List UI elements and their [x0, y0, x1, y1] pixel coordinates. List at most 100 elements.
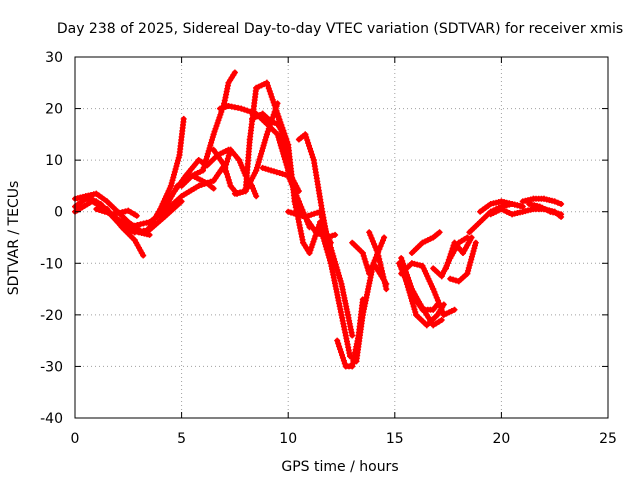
plus-marker [317, 208, 324, 215]
plus-marker [259, 148, 265, 154]
x-tick-label: 20 [492, 431, 510, 447]
plus-marker [224, 171, 230, 178]
series-track-38 [526, 201, 565, 218]
plus-marker [447, 251, 454, 258]
plus-marker [258, 150, 265, 157]
plus-marker [472, 239, 479, 246]
plus-marker [336, 343, 343, 350]
plus-marker [213, 122, 220, 129]
plus-marker [381, 234, 388, 241]
plus-marker [207, 142, 214, 149]
plus-marker [262, 165, 269, 172]
plus-marker [172, 166, 179, 173]
plus-marker [410, 303, 417, 310]
plus-marker [340, 357, 347, 364]
x-tick-label: 15 [386, 431, 404, 447]
plus-marker [201, 161, 208, 168]
plus-marker [307, 148, 314, 155]
plus-marker [319, 232, 326, 239]
plus-marker [328, 247, 335, 254]
plus-marker [171, 171, 177, 178]
plus-marker [275, 113, 282, 120]
series-track-31 [447, 239, 479, 285]
plus-marker [195, 182, 202, 189]
plus-marker [362, 258, 369, 265]
plus-marker [305, 212, 312, 219]
plus-marker [271, 102, 278, 109]
plus-marker [133, 212, 140, 219]
plus-marker [322, 240, 329, 247]
plus-marker [204, 150, 211, 157]
plus-marker [304, 137, 311, 144]
y-tick-label: -10 [40, 256, 63, 272]
plus-marker [431, 288, 438, 295]
series-track-22 [334, 296, 366, 370]
series-track-36 [519, 195, 565, 207]
plus-marker [204, 153, 210, 160]
plus-marker [469, 250, 476, 257]
plus-marker [270, 99, 277, 106]
plus-marker [337, 278, 344, 285]
plus-marker [215, 117, 222, 124]
plus-marker [305, 140, 312, 146]
plus-marker [253, 167, 260, 174]
plus-marker [337, 346, 344, 353]
plus-marker [405, 282, 412, 289]
plus-marker [281, 130, 288, 137]
plus-marker [306, 250, 313, 256]
plus-marker [320, 219, 327, 226]
plus-marker [262, 136, 269, 143]
plus-marker [443, 262, 450, 269]
plus-marker [200, 164, 207, 171]
plus-marker [277, 119, 284, 126]
plus-marker [205, 148, 212, 154]
plus-marker [326, 254, 333, 261]
plus-marker [265, 166, 272, 173]
plus-marker [282, 133, 289, 140]
series-track-16 [259, 164, 313, 231]
plus-marker [269, 96, 276, 103]
plus-marker [307, 247, 314, 254]
y-tick-label: -30 [40, 359, 63, 375]
plus-marker [276, 116, 283, 123]
y-tick-label: 0 [54, 205, 63, 221]
plus-marker [436, 229, 443, 236]
plus-marker [361, 255, 368, 262]
plus-marker [208, 139, 215, 146]
plus-marker [306, 142, 312, 149]
plus-marker [558, 201, 565, 207]
plus-marker [373, 247, 380, 253]
plus-marker [446, 254, 453, 260]
plus-marker [399, 268, 406, 275]
plus-marker [470, 248, 477, 255]
plus-marker [210, 131, 217, 138]
plus-marker [324, 249, 331, 256]
plus-marker [264, 128, 271, 135]
plus-marker [302, 131, 309, 138]
plus-marker [276, 170, 283, 176]
plus-marker [438, 317, 445, 323]
plus-marker [119, 209, 126, 216]
plus-marker [267, 91, 274, 97]
plus-marker [259, 164, 266, 171]
plus-marker [278, 122, 285, 128]
plus-marker [282, 171, 289, 178]
plus-marker [400, 271, 407, 278]
plus-marker [210, 185, 217, 192]
plus-marker [279, 170, 286, 177]
y-axis-label: SDTVAR / TECUs [6, 181, 22, 296]
plus-marker [257, 153, 264, 160]
series-track-29 [408, 229, 443, 256]
plus-marker [381, 277, 388, 283]
plus-marker [221, 167, 228, 174]
y-tick-label: -20 [40, 308, 63, 324]
plus-marker [409, 300, 416, 307]
plus-marker [445, 256, 452, 263]
plus-marker [330, 253, 337, 260]
plus-marker [329, 250, 336, 257]
plus-marker [228, 103, 235, 110]
plus-marker [308, 211, 315, 218]
plus-marker [398, 255, 405, 262]
plus-marker [411, 306, 418, 313]
plus-marker [219, 104, 226, 111]
